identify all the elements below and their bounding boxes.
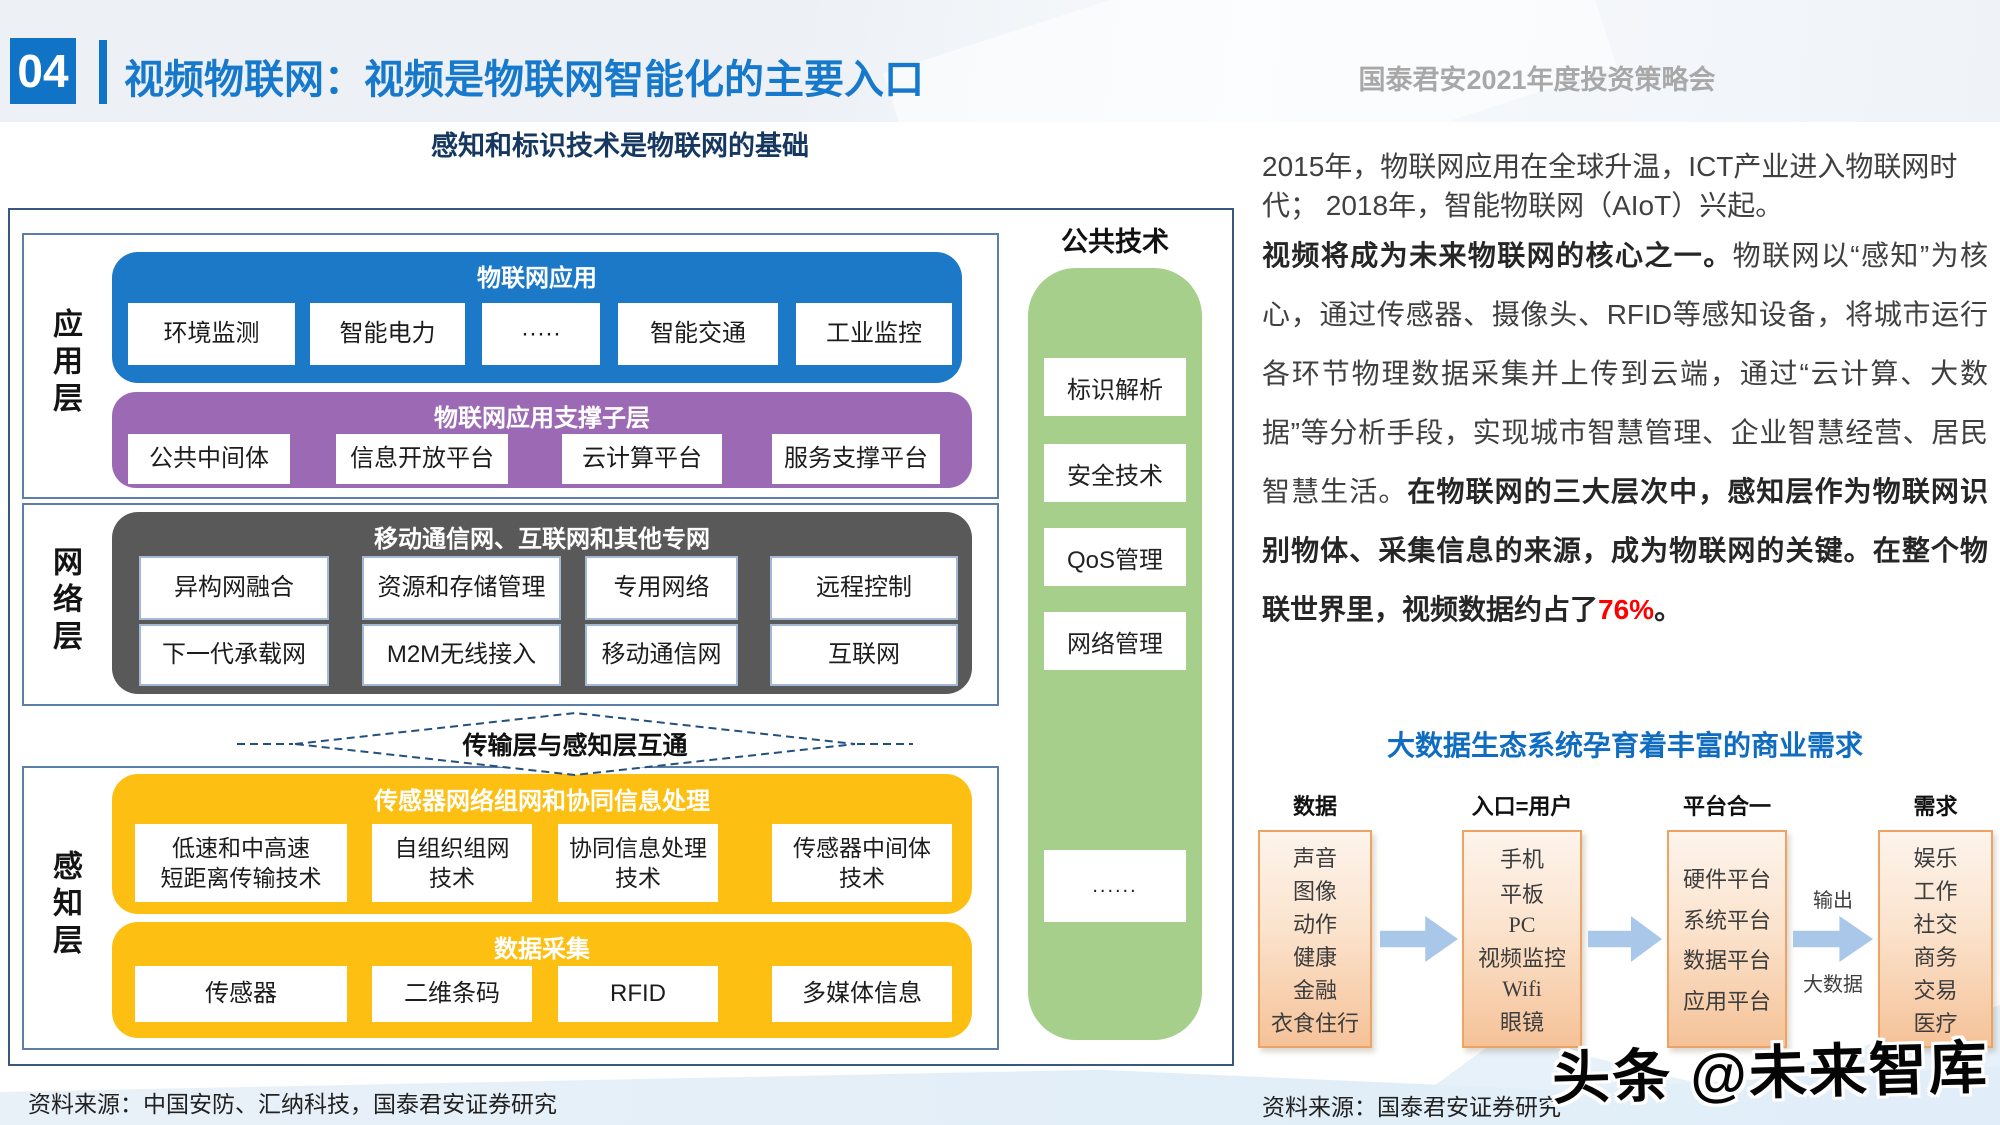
app-item: 环境监测 [128, 303, 295, 365]
common-tech-item: 网络管理 [1044, 612, 1186, 670]
network-layer-label: 网络层 [48, 546, 81, 657]
support-item: 云计算平台 [562, 434, 722, 484]
flow-item: 硬件平台 [1682, 867, 1771, 893]
network-item: 移动通信网 [585, 624, 738, 686]
flow-item: 医疗 [1913, 1010, 1958, 1036]
network-item: 专用网络 [585, 556, 738, 620]
flow-diagram-title: 大数据生态系统孕育着丰富的商业需求 [1386, 730, 1863, 761]
flow-item: 交易 [1913, 977, 1958, 1003]
flow-item: 手机 [1499, 846, 1544, 872]
flow-arrow-label-top: 输出 [1813, 890, 1853, 912]
flow-arrow-label-bottom: 大数据 [1803, 974, 1863, 996]
flow-item: 视频监控 [1477, 945, 1566, 971]
flow-item: 金融 [1292, 977, 1337, 1003]
section-number-badge: 04 [10, 38, 76, 104]
flow-header-demand: 需求 [1913, 794, 1958, 819]
flow-item: 社交 [1913, 911, 1958, 937]
data-item: 多媒体信息 [772, 966, 952, 1022]
flow-box-demand: 娱乐 工作 社交 商务 交易 医疗 [1878, 830, 1993, 1048]
flow-item: 动作 [1292, 911, 1337, 937]
data-item: 二维条码 [372, 966, 532, 1022]
flow-item: 应用平台 [1682, 988, 1771, 1014]
flow-box-entry: 手机 平板 PC 视频监控 Wifi 眼镜 [1462, 830, 1582, 1048]
data-item: 传感器 [135, 966, 347, 1022]
normal-text: 物联网以“感知”为核心，通过传感器、摄像头、RFID等感知设备，将城市运行各环节… [1262, 240, 1988, 507]
flow-item: 娱乐 [1913, 845, 1958, 871]
flow-arrow-icon [1588, 916, 1662, 962]
common-tech-item: QoS管理 [1044, 528, 1186, 586]
flow-item: 系统平台 [1682, 907, 1771, 933]
network-bar-title: 移动通信网、互联网和其他专网 [374, 526, 710, 553]
intro-paragraph: 2015年，物联网应用在全球升温，ICT产业进入物联网时代； 2018年，智能物… [1262, 151, 1958, 221]
page-title: 视频物联网：视频是物联网智能化的主要入口 [124, 58, 924, 102]
flow-item: 眼镜 [1499, 1009, 1544, 1035]
flow-item: 平板 [1499, 881, 1544, 907]
network-item: 互联网 [770, 624, 958, 686]
flow-header-platform: 平台合一 [1682, 794, 1771, 819]
app-item: 工业监控 [796, 303, 952, 365]
application-layer-label: 应用层 [48, 308, 81, 419]
sensor-item: 传感器中间体 技术 [772, 824, 952, 902]
flow-item: Wifi [1502, 975, 1542, 1001]
sensor-network-bar-title: 传感器网络组网和协同信息处理 [374, 788, 710, 815]
common-tech-item: 安全技术 [1044, 444, 1186, 502]
common-tech-item-ellipsis: ...... [1044, 850, 1186, 922]
source-right: 资料来源：国泰君安证券研究 [1262, 1094, 1561, 1120]
bold-statement: 。 [1654, 594, 1683, 625]
diagram-title: 感知和标识技术是物联网的基础 [431, 131, 809, 161]
support-item: 公共中间体 [128, 434, 290, 484]
flow-item: 图像 [1292, 878, 1337, 904]
support-item: 服务支撑平台 [772, 434, 940, 484]
sensor-item: 自组织组网 技术 [372, 824, 532, 902]
data-collection-bar-title: 数据采集 [494, 936, 590, 963]
diamond-label: 传输层与感知层互通 [462, 732, 688, 760]
diamond-shape [235, 710, 915, 778]
perception-layer-label: 感知层 [48, 850, 81, 961]
flow-arrow-icon [1380, 916, 1458, 962]
highlight-percentage: 76% [1598, 594, 1655, 625]
flow-item: 衣食住行 [1270, 1010, 1359, 1036]
flow-arrow-icon [1793, 916, 1873, 962]
flow-item: 健康 [1292, 944, 1337, 970]
conference-label: 国泰君安2021年度投资策略会 [1358, 65, 1716, 95]
support-item: 信息开放平台 [336, 434, 508, 484]
flow-box-platform: 硬件平台 系统平台 数据平台 应用平台 [1667, 830, 1787, 1048]
bold-statement: 在物联网的三大层次中，感知层作为物联网识别物体、采集信息的来源，成为物联网的关键… [1262, 476, 1988, 625]
app-item: 智能电力 [310, 303, 465, 365]
network-item: 下一代承载网 [139, 624, 329, 686]
flow-item: 商务 [1913, 944, 1958, 970]
bold-statement: 视频将成为未来物联网的核心之一。 [1262, 240, 1733, 271]
iot-application-bar-title: 物联网应用 [477, 265, 597, 292]
watermark: 头条 @未来智库 [1551, 1035, 1990, 1112]
network-item: 异构网融合 [139, 556, 329, 620]
network-item: 资源和存储管理 [362, 556, 561, 620]
sensor-item: 协同信息处理 技术 [558, 824, 718, 902]
flow-item: 数据平台 [1682, 948, 1771, 974]
network-item: M2M无线接入 [362, 624, 561, 686]
source-left: 资料来源：中国安防、汇纳科技，国泰君安证券研究 [28, 1091, 557, 1117]
common-tech-title: 公共技术 [1061, 227, 1169, 257]
body-paragraph: 视频将成为未来物联网的核心之一。物联网以“感知”为核心，通过传感器、摄像头、RF… [1262, 226, 1988, 639]
common-tech-item: 标识解析 [1044, 358, 1186, 416]
app-item: 智能交通 [618, 303, 778, 365]
app-item-ellipsis: ····· [482, 303, 600, 365]
flow-header-entry: 入口=用户 [1471, 794, 1573, 819]
flow-header-data: 数据 [1292, 794, 1337, 819]
flow-item: 声音 [1292, 845, 1337, 871]
network-item: 远程控制 [770, 556, 958, 620]
data-item: RFID [558, 966, 718, 1022]
app-support-bar-title: 物联网应用支撑子层 [434, 405, 650, 432]
flow-item: PC [1508, 911, 1536, 937]
sensor-item: 低速和中高速 短距离传输技术 [135, 824, 347, 902]
title-divider-bar [99, 40, 107, 104]
flow-box-data: 声音 图像 动作 健康 金融 衣食住行 [1258, 830, 1372, 1048]
flow-item: 工作 [1913, 878, 1958, 904]
